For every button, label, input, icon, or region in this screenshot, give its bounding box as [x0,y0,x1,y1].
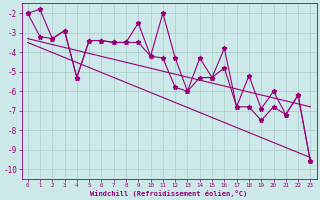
X-axis label: Windchill (Refroidissement éolien,°C): Windchill (Refroidissement éolien,°C) [90,190,248,197]
